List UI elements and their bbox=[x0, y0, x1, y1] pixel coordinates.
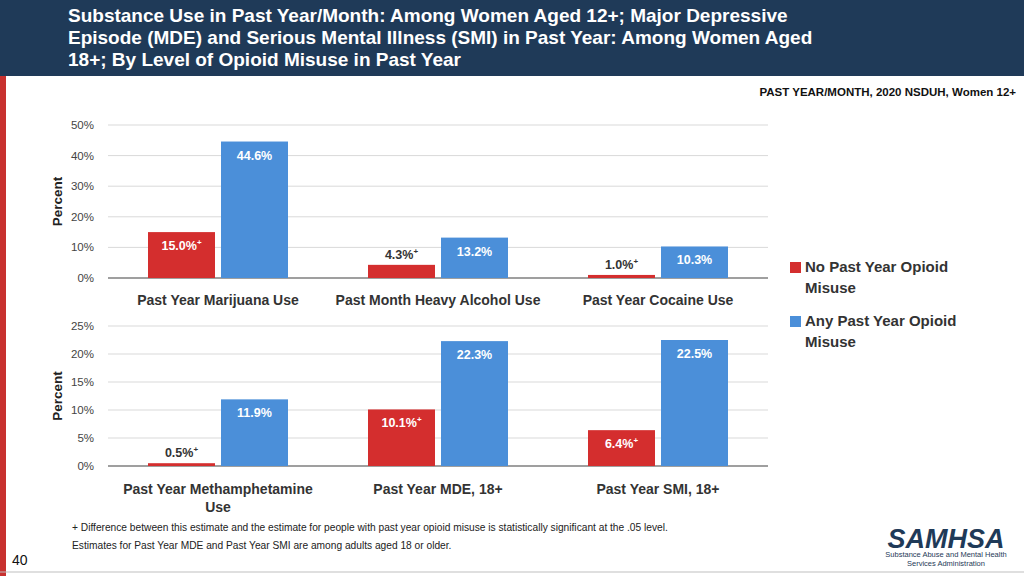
data-label: 44.6% bbox=[237, 149, 272, 163]
logo-text: Services Administration bbox=[907, 559, 985, 568]
page-number: 40 bbox=[12, 552, 28, 568]
note: PAST YEAR/MONTH, 2020 NSDUH, Women 12+ bbox=[759, 86, 1016, 98]
data-labels: 15.0%+ 44.6% 4.3%+ 13.2% 1.0%+ 10.3% bbox=[161, 149, 712, 272]
y-tick-label: 20% bbox=[71, 211, 94, 223]
data-labels: 0.5%+ 11.9% 10.1%+ 22.3% 6.4%+ 22.5% bbox=[165, 347, 712, 460]
bar bbox=[368, 409, 435, 466]
grid-line bbox=[108, 326, 768, 327]
y-tick-label: 50% bbox=[71, 119, 94, 131]
data-label: 4.3%+ bbox=[385, 247, 419, 262]
data-label: 15.0%+ bbox=[161, 238, 201, 253]
category-label: Past Year SMI, 18+ bbox=[596, 481, 719, 497]
bar bbox=[588, 430, 655, 466]
grid-line bbox=[108, 186, 768, 187]
title: 18+; By Level of Opioid Misuse in Past Y… bbox=[68, 49, 462, 70]
data-label: 22.5% bbox=[677, 347, 712, 361]
logo-text: Substance Abuse and Mental Health bbox=[885, 550, 1006, 559]
data-label: 22.3% bbox=[457, 348, 492, 362]
bar bbox=[661, 246, 728, 278]
category-label: Past Year MethamphetamineUse bbox=[123, 481, 313, 515]
header-band bbox=[0, 0, 1024, 76]
y-axis-label: Percent bbox=[50, 371, 65, 421]
data-label: 13.2% bbox=[457, 245, 492, 259]
data-label: 6.4%+ bbox=[605, 436, 639, 451]
y-tick-label: 40% bbox=[71, 150, 94, 162]
chart: Percent 0% 10% 20% 30% 40% 50% 15.0%+ 44.6% 4.3%+… bbox=[50, 119, 768, 308]
title: Episode (MDE) and Serious Mental Illness… bbox=[68, 27, 812, 48]
y-tick-label: 20% bbox=[71, 348, 94, 360]
y-tick-label: 25% bbox=[71, 320, 94, 332]
data-label: 10.1%+ bbox=[381, 415, 421, 430]
footer-rule bbox=[0, 572, 1024, 573]
bar bbox=[441, 238, 508, 278]
y-axis-label: Percent bbox=[50, 176, 65, 226]
data-label: 11.9% bbox=[237, 406, 272, 420]
grid-line bbox=[108, 155, 768, 156]
category-label: Past Year Cocaine Use bbox=[583, 292, 734, 308]
y-tick-label: 10% bbox=[71, 404, 94, 416]
category-label: Past Year Marijuana Use bbox=[137, 292, 299, 308]
y-tick-label: 10% bbox=[71, 241, 94, 253]
bars bbox=[148, 340, 728, 466]
y-tick-label: 30% bbox=[71, 180, 94, 192]
footnote: Estimates for Past Year MDE and Past Yea… bbox=[72, 540, 451, 551]
title: Substance Use in Past Year/Month: Among … bbox=[68, 5, 788, 26]
bar bbox=[441, 341, 508, 466]
category-label: Past Month Heavy Alcohol Use bbox=[336, 292, 541, 308]
grid-line bbox=[108, 216, 768, 217]
chart: Percent 0% 5% 10% 15% 20% 25% 0.5%+ 11.9% 10.1%+ 2… bbox=[50, 320, 768, 515]
legend-label: Any Past Year OpioidMisuse bbox=[805, 312, 956, 350]
bar bbox=[221, 399, 288, 466]
legend-label: No Past Year OpioidMisuse bbox=[805, 258, 948, 296]
y-tick-label: 0% bbox=[77, 272, 94, 284]
legend-swatch bbox=[790, 316, 801, 327]
legend-swatch bbox=[790, 262, 801, 273]
footnote: + Difference between this estimate and t… bbox=[72, 522, 668, 533]
y-tick-label: 5% bbox=[77, 432, 94, 444]
bar bbox=[148, 232, 215, 278]
y-tick-label: 0% bbox=[77, 460, 94, 472]
slide: Substance Use in Past Year/Month: Among … bbox=[0, 0, 1024, 576]
bar bbox=[148, 463, 215, 466]
bar bbox=[661, 340, 728, 466]
y-tick-label: 15% bbox=[71, 376, 94, 388]
bars bbox=[148, 142, 728, 278]
bar bbox=[588, 275, 655, 278]
side-stripe bbox=[0, 76, 6, 576]
bar bbox=[368, 265, 435, 278]
grid-line bbox=[108, 125, 768, 126]
data-label: 0.5%+ bbox=[165, 445, 199, 460]
data-label: 1.0%+ bbox=[605, 257, 639, 272]
category-label: Past Year MDE, 18+ bbox=[373, 481, 502, 497]
data-label: 10.3% bbox=[677, 253, 712, 267]
bar bbox=[221, 142, 288, 278]
